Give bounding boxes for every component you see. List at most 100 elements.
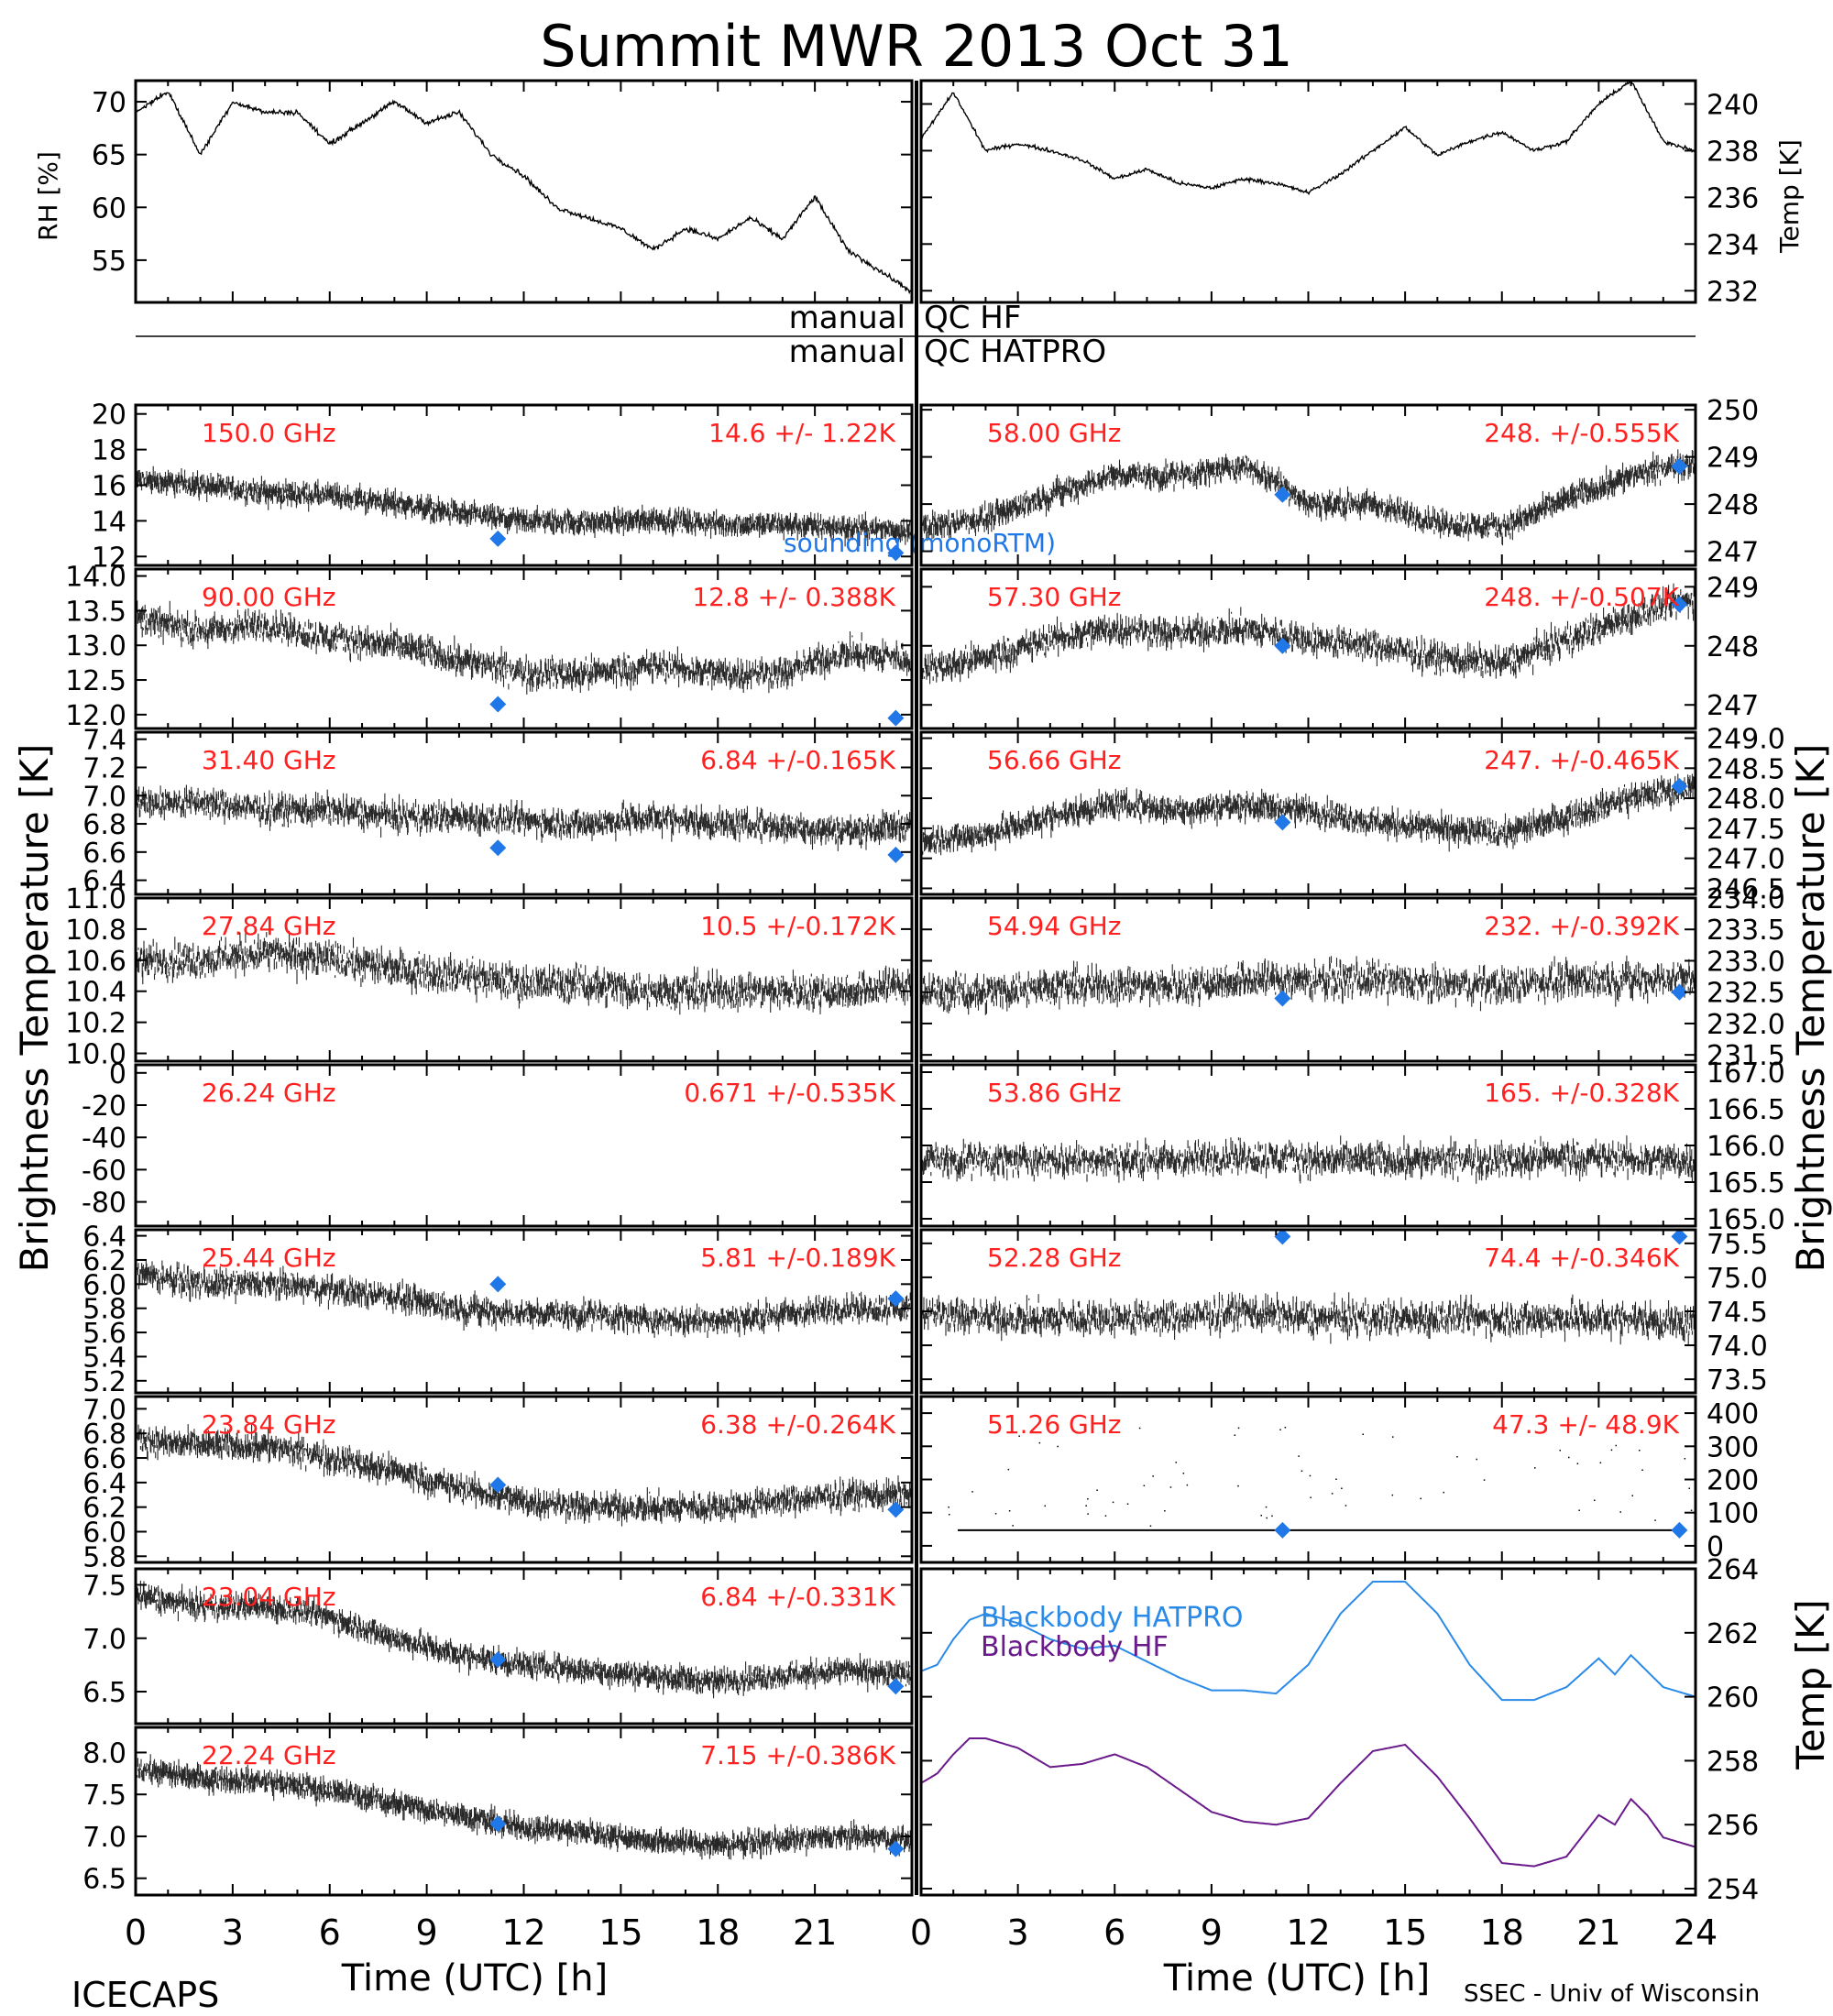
sounding-marker — [1671, 983, 1688, 1001]
left-axis-title: Brightness Temperature [K] — [12, 744, 57, 1273]
figure-title: Summit MWR 2013 Oct 31 — [540, 13, 1293, 80]
y-tick-label: 247.5 — [1707, 814, 1785, 846]
y-tick-label: 200 — [1707, 1465, 1759, 1497]
y-tick-label: 6.4 — [82, 1468, 126, 1500]
y-tick-label: 167.0 — [1707, 1057, 1785, 1090]
y-tick-label: 238 — [1707, 136, 1759, 168]
channel-label: 26.24 GHz — [202, 1078, 336, 1108]
data-trace — [922, 773, 1695, 856]
x-tick-label: 9 — [416, 1912, 438, 1953]
right-axis-title: Brightness Temperature [K] — [1788, 744, 1833, 1273]
y-tick-label: -20 — [82, 1090, 126, 1123]
y-tick-label: 100 — [1707, 1498, 1759, 1530]
qc-hf-label: QC HF — [924, 300, 1021, 336]
y-tick-label: 75.5 — [1707, 1229, 1768, 1261]
qc-hatpro-label: QC HATPRO — [924, 334, 1106, 370]
y-tick-label: 55 — [92, 246, 126, 278]
y-tick-label: 5.2 — [82, 1366, 126, 1398]
y-tick-label: 16 — [92, 471, 126, 503]
y-tick-label: 14 — [92, 506, 126, 538]
y-tick-label: 246.5 — [1707, 873, 1785, 905]
y-tick-label: 165.0 — [1707, 1204, 1785, 1236]
channel-label: 31.40 GHz — [202, 745, 336, 775]
y-tick-label: 247.0 — [1707, 844, 1785, 876]
y-tick-label: 260 — [1707, 1682, 1759, 1715]
y-tick-label: 7.2 — [82, 752, 126, 784]
bb-legend-hatpro: Blackbody HATPRO — [981, 1602, 1244, 1634]
channel-stats: 10.5 +/-0.172K — [700, 911, 895, 941]
y-tick-label: 10.6 — [65, 946, 126, 978]
footer-icecaps: ICECAPS — [71, 1975, 219, 2015]
y-tick-label: 7.0 — [82, 1822, 126, 1854]
data-trace — [137, 1754, 911, 1860]
sounding-marker — [887, 1290, 905, 1308]
sounding-marker — [1274, 814, 1291, 831]
sounding-marker — [489, 696, 507, 713]
y-tick-label: 240 — [1707, 89, 1759, 121]
y-tick-label: 165.5 — [1707, 1167, 1785, 1200]
y-tick-label: 262 — [1707, 1618, 1759, 1650]
y-tick-label: 234.0 — [1707, 883, 1785, 915]
sounding-marker — [887, 1501, 905, 1518]
y-tick-label: 5.8 — [82, 1541, 126, 1573]
y-tick-label: 258 — [1707, 1746, 1759, 1778]
y-tick-label: 248 — [1707, 631, 1759, 663]
met-temp-panel-frame — [919, 79, 1697, 304]
channel-stats: 5.81 +/-0.189K — [700, 1243, 895, 1273]
sounding-marker — [1671, 596, 1688, 613]
y-tick-label: 232.5 — [1707, 978, 1785, 1010]
data-trace — [922, 955, 1695, 1015]
y-tick-label: 6.6 — [82, 838, 126, 870]
y-tick-label: 18 — [92, 435, 126, 467]
channel-stats: 248. +/-0.555K — [1484, 418, 1679, 448]
y-tick-label: 74.5 — [1707, 1297, 1768, 1329]
y-tick-label: 250 — [1707, 395, 1759, 427]
y-tick-label: 6.5 — [82, 1677, 126, 1709]
y-tick-label: 6.0 — [82, 1269, 126, 1301]
channel-label: 51.26 GHz — [987, 1409, 1122, 1440]
y-tick-label: 7.0 — [82, 1624, 126, 1656]
y-tick-label: 300 — [1707, 1431, 1759, 1463]
y-tick-label: 12 — [92, 542, 126, 574]
channel-stats: 165. +/-0.328K — [1484, 1078, 1679, 1108]
x-tick-label: 9 — [1201, 1912, 1223, 1953]
y-tick-label: -80 — [82, 1188, 126, 1220]
y-tick-label: 8.0 — [82, 1737, 126, 1769]
data-trace — [137, 1259, 911, 1338]
y-tick-label: 6.8 — [82, 1419, 126, 1451]
channel-label: 23.84 GHz — [202, 1409, 336, 1440]
y-tick-label: 75.0 — [1707, 1263, 1768, 1295]
x-tick-label: 12 — [1286, 1912, 1330, 1953]
y-tick-label: 249 — [1707, 443, 1759, 475]
y-tick-label: 256 — [1707, 1810, 1759, 1842]
sounding-marker — [489, 1651, 507, 1669]
rh-panel-frame — [134, 79, 914, 304]
rh-axis-title: RH [%] — [33, 151, 63, 241]
y-tick-label: 11.0 — [65, 883, 126, 915]
data-trace — [922, 583, 1695, 685]
channel-label: 56.66 GHz — [987, 745, 1122, 775]
bb-temp-axis-title: Temp [K] — [1788, 1599, 1833, 1770]
channel-label: 90.00 GHz — [202, 582, 336, 612]
x-tick-label: 6 — [319, 1912, 341, 1953]
qc-manual-2: manual — [789, 334, 906, 370]
y-tick-label: 6.4 — [82, 1222, 126, 1254]
sounding-marker — [1671, 1521, 1688, 1539]
sounding-marker — [489, 1815, 507, 1833]
channel-stats: 6.84 +/-0.165K — [700, 745, 895, 775]
y-tick-label: 247 — [1707, 537, 1759, 569]
outlier-points — [948, 1427, 1693, 1527]
sounding-marker — [887, 709, 905, 727]
data-trace — [137, 1424, 911, 1527]
y-tick-label: 248.5 — [1707, 753, 1785, 785]
x-tick-label: 18 — [696, 1912, 740, 1953]
y-tick-label: 70 — [92, 87, 126, 119]
y-tick-label: 264 — [1707, 1554, 1759, 1586]
sounding-marker — [1671, 1228, 1688, 1245]
channel-label: 23.04 GHz — [202, 1582, 336, 1612]
sounding-marker — [1274, 486, 1291, 503]
y-tick-label: 233.5 — [1707, 915, 1785, 947]
x-tick-label: 3 — [1007, 1912, 1029, 1953]
sounding-marker — [1274, 1521, 1291, 1539]
